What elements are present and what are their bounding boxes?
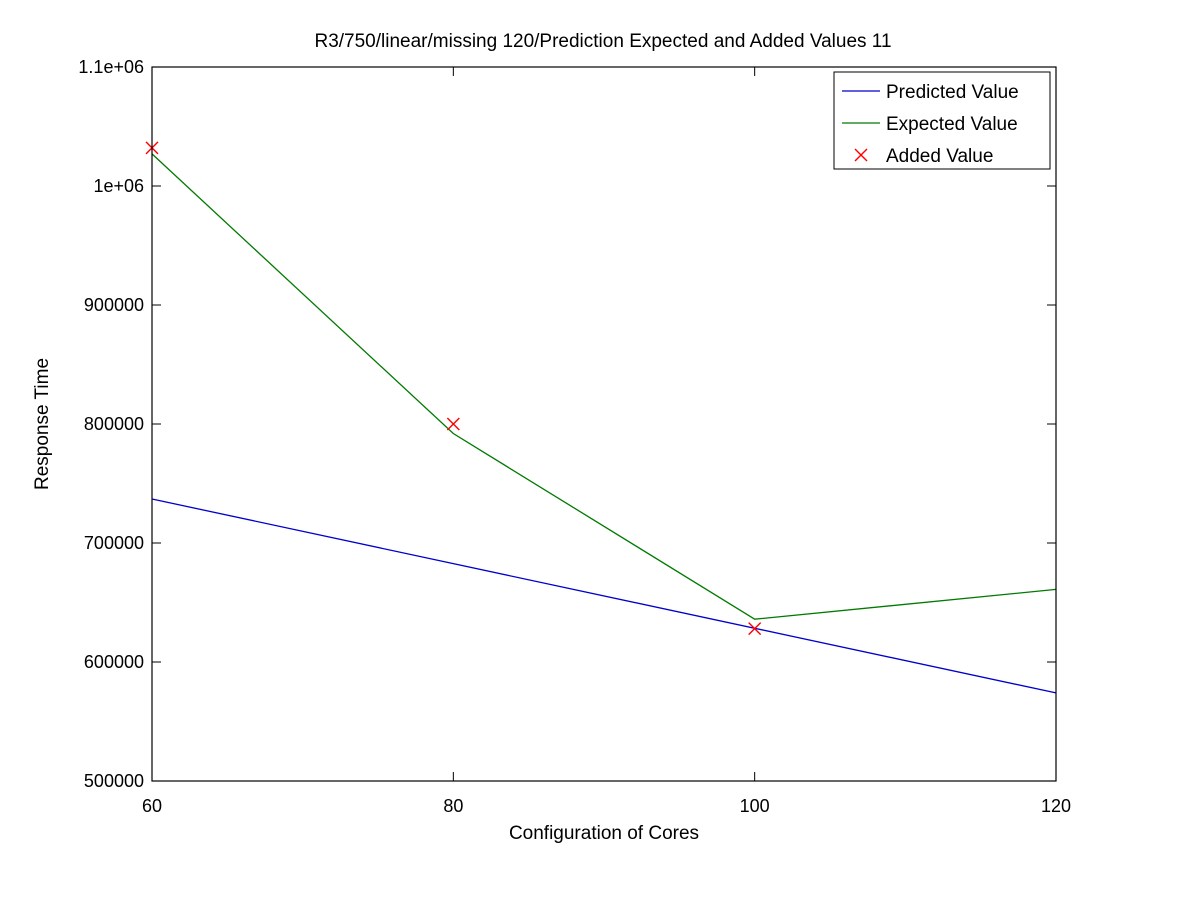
legend-label: Predicted Value [886,82,1019,103]
legend: Predicted Value Expected Value Added Value [833,71,1051,170]
x-tick-label: 80 [443,796,463,816]
x-tick-label: 60 [142,796,162,816]
y-tick-label: 600000 [84,652,144,672]
x-tick-label: 100 [740,796,770,816]
added-value-marker [748,622,762,636]
y-tick-label: 700000 [84,533,144,553]
marker-stroke [446,417,460,431]
marker-stroke [748,622,762,636]
series-line-1 [151,498,1057,694]
legend-marker-swatch [854,148,868,162]
tick-layer: 60 80 100 120 500000 600000 700000 800000 900000… [78,57,1071,816]
x-tick-label: 120 [1041,796,1071,816]
y-tick-label: 900000 [84,295,144,315]
chart-title: R3/750/linear/missing 120/Prediction Exp… [314,31,891,52]
legend-box [833,71,1051,170]
plot-area [152,67,1056,781]
y-tick-label: 800000 [84,414,144,434]
x-axis-label: Configuration of Cores [509,823,699,844]
y-tick-label: 1e+06 [93,176,144,196]
legend-label: Added Value [886,146,993,167]
y-tick-label: 500000 [84,771,144,791]
added-value-marker [446,417,460,431]
y-tick-label: 1.1e+06 [78,57,144,77]
legend-label: Expected Value [886,114,1018,135]
series-line-2 [151,153,1057,620]
y-axis-label: Response Time [32,358,53,490]
